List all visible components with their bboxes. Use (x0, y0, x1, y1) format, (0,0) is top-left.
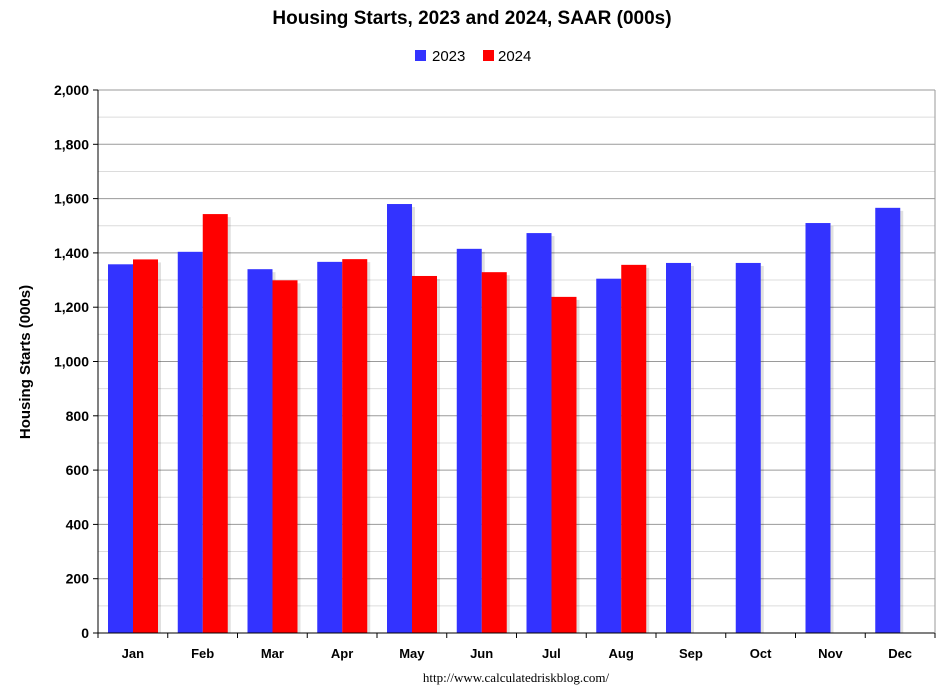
x-tick-label: Sep (679, 646, 703, 661)
y-tick-label: 1,600 (54, 191, 89, 207)
y-tick-label: 1,200 (54, 299, 89, 315)
chart-title: Housing Starts, 2023 and 2024, SAAR (000… (272, 8, 671, 29)
bar-2023-feb (177, 251, 203, 633)
bar-2023-sep (666, 262, 691, 633)
legend-swatch-2024 (483, 50, 494, 61)
x-tick-label: Jun (470, 646, 493, 661)
x-tick-label: Feb (191, 646, 214, 661)
y-tick-label: 1,000 (54, 354, 89, 370)
legend-label-2024: 2024 (498, 48, 531, 65)
x-tick-label: Oct (750, 646, 772, 661)
x-tick-label: Jan (122, 646, 144, 661)
y-tick-label: 600 (66, 462, 90, 478)
y-tick-label: 0 (81, 625, 89, 641)
y-tick-label: 2,000 (54, 82, 89, 98)
y-tick-label: 1,800 (54, 136, 89, 152)
x-tick-label: Jul (542, 646, 561, 661)
y-tick-label: 200 (66, 571, 90, 587)
bar-2023-oct (735, 262, 761, 633)
legend-label-2023: 2023 (432, 48, 465, 65)
bar-2023-may (387, 204, 412, 633)
legend: 2023 2024 (415, 48, 531, 65)
bar-2024-may (412, 275, 437, 633)
bar-2024-jun (481, 272, 507, 633)
bar-2023-dec (875, 207, 901, 633)
bar-2024-jan (133, 259, 158, 633)
bar-2023-jul (526, 233, 552, 633)
bar-2023-nov (805, 223, 831, 633)
bar-2024-apr (342, 259, 368, 633)
x-tick-label: Apr (331, 646, 353, 661)
source-url: http://www.calculatedriskblog.com/ (423, 670, 610, 685)
plot-area: 0 200 400 600 800 1,000 1,200 1,400 1,600 1,800 2,… (54, 82, 936, 661)
bar-2024-feb (202, 214, 228, 633)
x-tick-label: Nov (818, 646, 843, 661)
bar-2023-aug (596, 278, 622, 633)
bar-2024-mar (272, 280, 298, 633)
bar-2024-jul (551, 296, 577, 633)
bar-2023-jun (456, 248, 482, 633)
y-tick-label: 400 (66, 516, 90, 532)
legend-swatch-2023 (415, 50, 426, 61)
y-axis-label: Housing Starts (000s) (17, 285, 34, 439)
bar-2023-apr (317, 261, 343, 633)
bar-2023-mar (247, 269, 273, 633)
bar-2024-aug (621, 264, 647, 633)
x-tick-label: Dec (888, 646, 912, 661)
y-tick-label: 800 (66, 408, 90, 424)
x-tick-label: May (399, 646, 425, 661)
x-tick-label: Aug (608, 646, 633, 661)
x-tick-label: Mar (261, 646, 284, 661)
bar-2023-jan (108, 264, 133, 633)
y-tick-label: 1,400 (54, 245, 89, 261)
